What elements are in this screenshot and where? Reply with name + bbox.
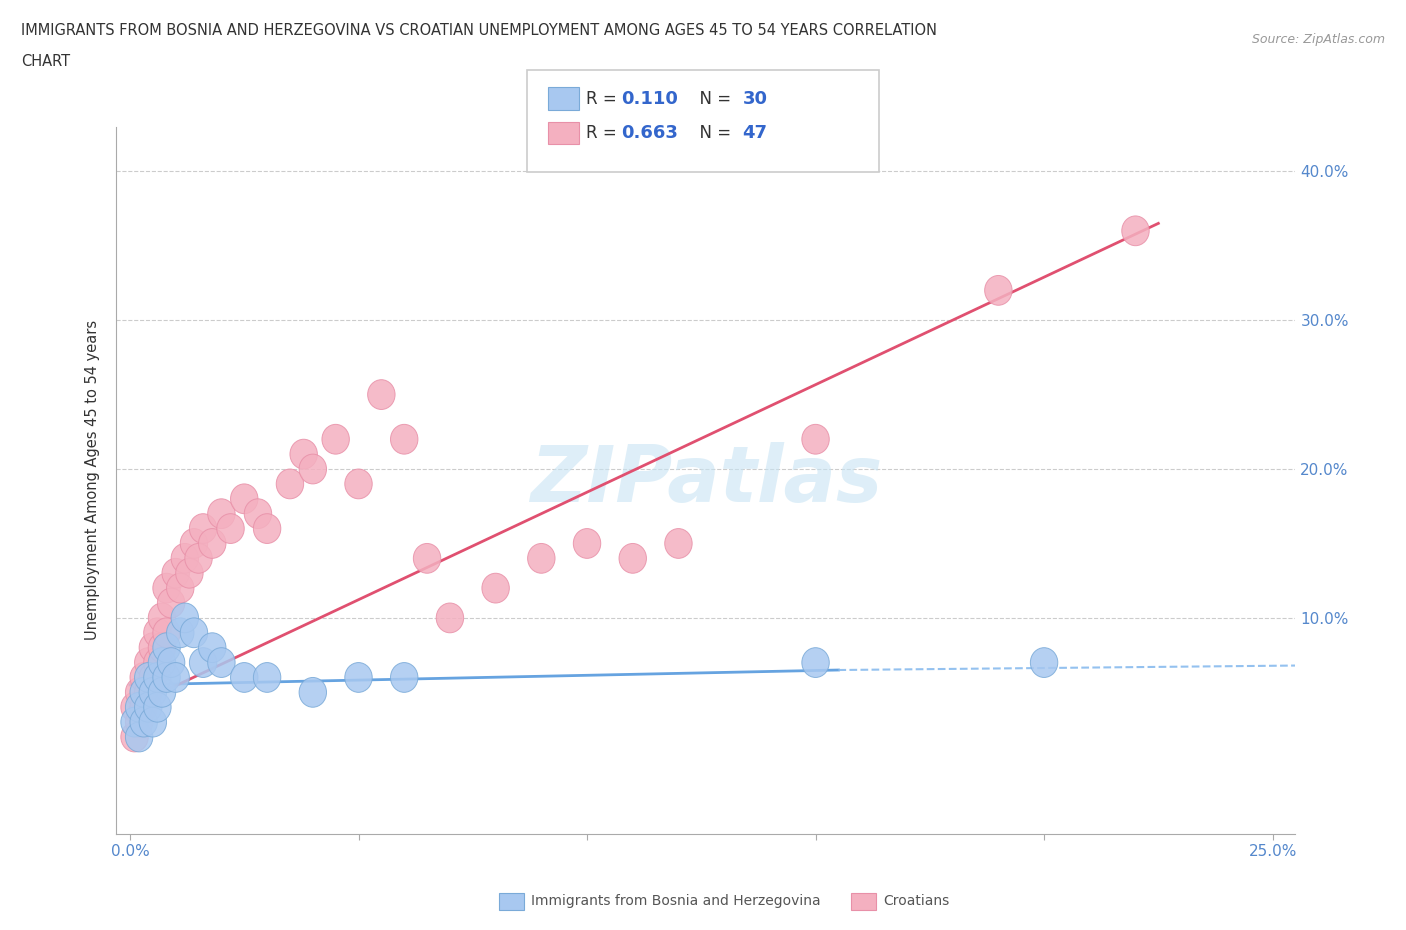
Ellipse shape bbox=[121, 692, 148, 722]
Ellipse shape bbox=[190, 647, 217, 677]
Ellipse shape bbox=[231, 484, 257, 513]
Ellipse shape bbox=[1031, 647, 1057, 677]
Ellipse shape bbox=[801, 647, 830, 677]
Text: N =: N = bbox=[689, 89, 737, 108]
Ellipse shape bbox=[125, 707, 153, 737]
Ellipse shape bbox=[801, 424, 830, 454]
Ellipse shape bbox=[148, 632, 176, 662]
Ellipse shape bbox=[198, 528, 226, 558]
Y-axis label: Unemployment Among Ages 45 to 54 years: Unemployment Among Ages 45 to 54 years bbox=[86, 320, 100, 640]
Ellipse shape bbox=[162, 558, 190, 588]
Ellipse shape bbox=[180, 618, 208, 647]
Ellipse shape bbox=[190, 513, 217, 543]
Ellipse shape bbox=[148, 647, 176, 677]
Ellipse shape bbox=[129, 677, 157, 707]
Ellipse shape bbox=[322, 424, 349, 454]
Ellipse shape bbox=[129, 707, 157, 737]
Ellipse shape bbox=[198, 632, 226, 662]
Ellipse shape bbox=[153, 573, 180, 603]
Ellipse shape bbox=[1122, 216, 1149, 246]
Text: CHART: CHART bbox=[21, 54, 70, 69]
Ellipse shape bbox=[984, 275, 1012, 305]
Ellipse shape bbox=[276, 469, 304, 498]
Ellipse shape bbox=[253, 662, 281, 692]
Ellipse shape bbox=[143, 692, 172, 722]
Ellipse shape bbox=[166, 618, 194, 647]
Text: R =: R = bbox=[586, 89, 623, 108]
Text: Immigrants from Bosnia and Herzegovina: Immigrants from Bosnia and Herzegovina bbox=[531, 894, 821, 909]
Ellipse shape bbox=[121, 722, 148, 751]
Ellipse shape bbox=[153, 662, 180, 692]
Ellipse shape bbox=[344, 469, 373, 498]
Ellipse shape bbox=[367, 379, 395, 409]
Ellipse shape bbox=[139, 707, 166, 737]
Ellipse shape bbox=[391, 424, 418, 454]
Ellipse shape bbox=[217, 513, 245, 543]
Ellipse shape bbox=[290, 439, 318, 469]
Ellipse shape bbox=[148, 677, 176, 707]
Ellipse shape bbox=[135, 692, 162, 722]
Ellipse shape bbox=[482, 573, 509, 603]
Ellipse shape bbox=[665, 528, 692, 558]
Ellipse shape bbox=[574, 528, 600, 558]
Ellipse shape bbox=[129, 662, 157, 692]
Ellipse shape bbox=[125, 692, 153, 722]
Ellipse shape bbox=[143, 618, 172, 647]
Ellipse shape bbox=[162, 662, 190, 692]
Ellipse shape bbox=[184, 543, 212, 573]
Ellipse shape bbox=[139, 632, 166, 662]
Ellipse shape bbox=[153, 632, 180, 662]
Ellipse shape bbox=[135, 677, 162, 707]
Text: ZIPatlas: ZIPatlas bbox=[530, 442, 882, 518]
Ellipse shape bbox=[153, 618, 180, 647]
Ellipse shape bbox=[129, 692, 157, 722]
Ellipse shape bbox=[139, 662, 166, 692]
Text: Croatians: Croatians bbox=[883, 894, 949, 909]
Ellipse shape bbox=[619, 543, 647, 573]
Ellipse shape bbox=[391, 662, 418, 692]
Text: IMMIGRANTS FROM BOSNIA AND HERZEGOVINA VS CROATIAN UNEMPLOYMENT AMONG AGES 45 TO: IMMIGRANTS FROM BOSNIA AND HERZEGOVINA V… bbox=[21, 23, 936, 38]
Ellipse shape bbox=[180, 528, 208, 558]
Text: 47: 47 bbox=[742, 124, 768, 142]
Ellipse shape bbox=[245, 498, 271, 528]
Ellipse shape bbox=[172, 603, 198, 632]
Ellipse shape bbox=[253, 513, 281, 543]
Ellipse shape bbox=[143, 662, 172, 692]
Text: 0.663: 0.663 bbox=[621, 124, 678, 142]
Ellipse shape bbox=[148, 603, 176, 632]
Ellipse shape bbox=[139, 677, 166, 707]
Text: N =: N = bbox=[689, 124, 737, 142]
Ellipse shape bbox=[344, 662, 373, 692]
Ellipse shape bbox=[176, 558, 202, 588]
Ellipse shape bbox=[135, 647, 162, 677]
Ellipse shape bbox=[208, 498, 235, 528]
Ellipse shape bbox=[121, 707, 148, 737]
Text: 30: 30 bbox=[742, 89, 768, 108]
Text: 0.110: 0.110 bbox=[621, 89, 678, 108]
Ellipse shape bbox=[125, 677, 153, 707]
Ellipse shape bbox=[143, 647, 172, 677]
Ellipse shape bbox=[208, 647, 235, 677]
Ellipse shape bbox=[166, 573, 194, 603]
Ellipse shape bbox=[125, 722, 153, 751]
Ellipse shape bbox=[527, 543, 555, 573]
Ellipse shape bbox=[135, 662, 162, 692]
Ellipse shape bbox=[157, 588, 184, 618]
Ellipse shape bbox=[413, 543, 440, 573]
Text: R =: R = bbox=[586, 124, 623, 142]
Ellipse shape bbox=[172, 543, 198, 573]
Ellipse shape bbox=[436, 603, 464, 632]
Ellipse shape bbox=[299, 454, 326, 484]
Text: Source: ZipAtlas.com: Source: ZipAtlas.com bbox=[1251, 33, 1385, 46]
Ellipse shape bbox=[231, 662, 257, 692]
Ellipse shape bbox=[299, 677, 326, 707]
Ellipse shape bbox=[157, 647, 184, 677]
